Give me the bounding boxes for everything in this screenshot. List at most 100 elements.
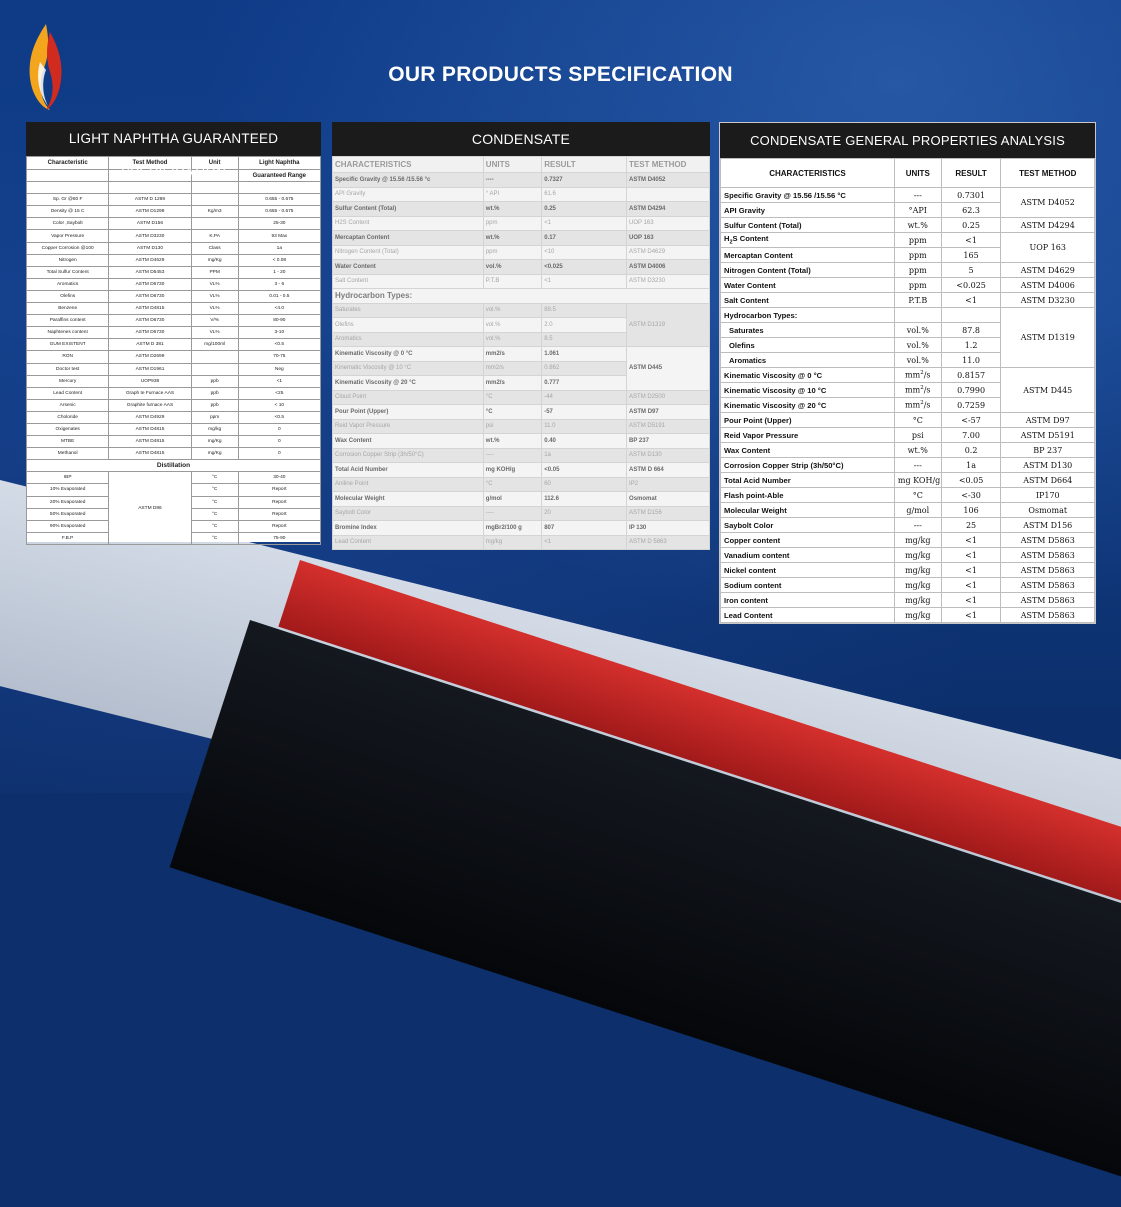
- table-cell: 0: [237, 422, 322, 437]
- table-row: Lead Content mg/kg <1 ASTM D 5863: [332, 534, 710, 550]
- table-cell: 1a: [940, 457, 1002, 473]
- table-row: Saybolt Color --- 25 ASTM D156: [720, 517, 1095, 533]
- table-cell: °C: [190, 519, 239, 533]
- table-cell: Kinematic Viscosity @ 10 °C: [720, 382, 895, 398]
- column-header: UNITS: [482, 156, 543, 173]
- distillation-label: Distillation: [26, 459, 321, 473]
- table-cell: ----: [482, 447, 543, 463]
- table-row: Flash point-Able °C <-30 IP170: [720, 487, 1095, 503]
- table-row: Olefins ASTM D6730 VL% 0.01 - 0.5: [25, 289, 322, 304]
- table-cell: °C: [190, 507, 239, 521]
- table-row: Total Acid Number mg KOH/g <0.05 ASTM D664: [720, 472, 1095, 488]
- table-cell: ASTM D156: [1000, 517, 1095, 533]
- table-cell: [25, 181, 110, 195]
- table-cell: VL%: [190, 326, 239, 340]
- table-cell: ASTM D5453: [108, 265, 192, 279]
- distillation-row: Distillation: [26, 459, 321, 473]
- table-row: 20% Evaporated °C Report: [25, 495, 322, 509]
- table-row: Nitrogen Content (Total) ppm 5 ASTM D4629: [720, 262, 1095, 278]
- table-cell: ppm: [893, 262, 942, 278]
- table-cell: Nitrogen: [25, 253, 110, 267]
- table-cell: <1: [940, 532, 1002, 548]
- table-cell: Saturates: [720, 322, 895, 338]
- table-cell: Arsenic: [25, 398, 110, 412]
- table-cell: <1: [940, 577, 1002, 593]
- table-cell: ASTM D4006: [626, 259, 710, 275]
- table-cell: Nitrogen Content (Total): [332, 244, 484, 260]
- table-cell: <1: [940, 547, 1002, 563]
- table-cell: <0.5: [237, 338, 322, 352]
- table-cell: ° API: [482, 186, 543, 202]
- table-cell: ASTM D4629: [626, 244, 710, 260]
- table-cell: mg/Kg: [190, 253, 239, 267]
- table-cell: 89.5: [541, 302, 628, 318]
- table-row: Total Sulfur Content ASTM D5453 PPM 1 - 20: [25, 265, 322, 279]
- table-cell: ppm: [893, 247, 942, 263]
- table-row: 90% Evaporated °C Report: [25, 519, 322, 533]
- column-header: Characteristic: [25, 156, 110, 170]
- table-cell: 0.40: [541, 433, 628, 449]
- table-cell: Olefins: [720, 337, 895, 353]
- table-cell: 0.25: [940, 217, 1002, 233]
- table-cell: wt.%: [893, 217, 942, 233]
- table-cell: mg/kg: [893, 547, 942, 563]
- table-cell: ----: [482, 505, 543, 521]
- table-cell: Paraffins content: [25, 314, 110, 328]
- table-cell: Mercaptan Content: [332, 230, 484, 246]
- table-cell: Osmomat: [626, 491, 710, 507]
- table-cell: Lead Content: [720, 607, 895, 623]
- table-cell: <1: [541, 273, 628, 289]
- table-row: Doctor test ASTM D1961 Neg: [25, 362, 322, 376]
- table-cell: 5: [940, 262, 1002, 278]
- table-cell: Aromatics: [25, 277, 110, 291]
- table-cell: 11.0: [541, 418, 628, 434]
- table-cell: ASTM D5863: [1000, 577, 1095, 593]
- table-cell: Density @ 15 C: [25, 205, 110, 219]
- table-row: Sodium content mg/kg <1 ASTM D5863: [720, 577, 1095, 593]
- table-cell: vol.%: [482, 331, 543, 347]
- viscosity-unit-superscript: 2: [920, 370, 924, 377]
- table-cell: Kinematic Viscosity @ 0 °C: [720, 367, 895, 383]
- table-cell: Molecular Weight: [720, 502, 895, 518]
- table-cell: 50% Evaporated: [25, 507, 110, 521]
- table-cell: 3-10: [237, 326, 322, 340]
- table-row: Reid Vapor Pressure psi 7.00 ASTM D5191: [720, 427, 1095, 443]
- h2s-label: H2S Content: [720, 232, 895, 248]
- h2s-label-subscript: 2: [729, 239, 733, 246]
- table-cell: Copper Corrosion @100: [25, 241, 110, 255]
- table-cell: ASTM D5191: [1000, 427, 1095, 443]
- table-row: Color ,Saybolt ASTM D156 25-30: [25, 217, 322, 231]
- table-cell: g/mol: [893, 502, 942, 518]
- table-cell: ASTM D5863: [1000, 532, 1095, 548]
- table-cell: mg/kg: [893, 607, 942, 623]
- table-cell: ASTM D2699: [108, 350, 192, 364]
- table-cell: 20: [541, 505, 628, 521]
- table-cell: Nitrogen Content (Total): [720, 262, 895, 278]
- viscosity-unit: mm2/s: [893, 382, 942, 398]
- table-cell: IP 130: [626, 520, 710, 536]
- table-cell: VL%: [190, 277, 239, 291]
- table-cell: vol.%: [482, 259, 543, 275]
- table-cell: ASTM D4815: [108, 422, 192, 437]
- table-row: Wax Content wt.% 0.2 BP 237: [720, 442, 1095, 458]
- table-cell: ASTM D4052: [1000, 187, 1095, 218]
- table-cell: BP 237: [1000, 442, 1095, 458]
- table-cell: Doctor test: [25, 362, 110, 376]
- table-cell: Color ,Saybolt: [25, 217, 110, 231]
- table-cell: Specific Gravity @ 15.56 /15.56 °c: [332, 172, 484, 188]
- condensate-table: CHARACTERISTICS UNITS RESULT TEST METHOD…: [332, 156, 710, 550]
- table-cell: 0.862: [541, 360, 628, 376]
- table-cell: Sp. Gr @60 F: [25, 193, 110, 207]
- table-cell: °C: [190, 531, 239, 545]
- table-cell: 0.777: [541, 375, 628, 391]
- table-cell: °C: [482, 476, 543, 492]
- table-cell: <1: [940, 562, 1002, 578]
- table-cell: ---: [893, 187, 942, 203]
- table-cell: Wax Content: [332, 433, 484, 449]
- table-cell: <1: [940, 292, 1002, 308]
- table-cell: mg/kg: [893, 532, 942, 548]
- table-cell: 0.7327: [541, 172, 628, 188]
- table-cell: <0.05: [940, 472, 1002, 488]
- table-row: Oxigenates ASTM D4815 mg/kg 0: [25, 422, 322, 437]
- table-cell: ASTM D97: [1000, 412, 1095, 428]
